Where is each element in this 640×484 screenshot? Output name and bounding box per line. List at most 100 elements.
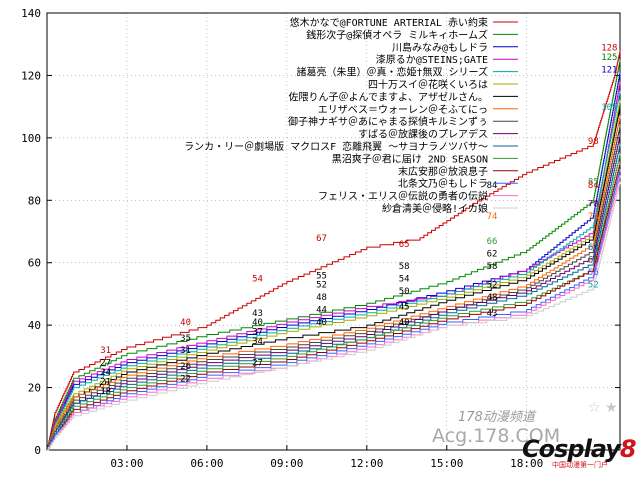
data-label: 35 <box>180 334 191 344</box>
x-tick-label: 18:00 <box>510 457 543 470</box>
series-line <box>47 153 621 451</box>
x-tick-label: 12:00 <box>350 457 383 470</box>
legend-label: ランカ・リー＠劇場版 マクロスF 恋離飛翼 ～サヨナラノツバサ～ <box>184 140 488 153</box>
data-label: 31 <box>100 346 111 356</box>
data-label: 54 <box>399 274 410 284</box>
series-line <box>47 125 621 451</box>
legend-label: フェリス・エリス＠伝説の勇者の伝説 <box>318 190 488 203</box>
data-label: 37 <box>252 328 263 338</box>
x-tick-label: 03:00 <box>110 457 143 470</box>
data-label: 21 <box>100 377 111 387</box>
y-tick-label: 100 <box>21 132 41 145</box>
data-label: 52 <box>487 281 498 291</box>
legend-label: 漆原るか@STEINS;GATE <box>376 53 488 66</box>
star-icon: ☆ ★ <box>588 400 618 416</box>
data-label: 40 <box>180 318 191 328</box>
data-label: 85 <box>588 178 599 188</box>
watermark-brand-text: Cosplay <box>522 435 621 463</box>
axes: 0 20 40 60 80 100 120 140 03:00 06:00 09:00 12:00 15… <box>21 7 621 470</box>
series-line <box>47 81 621 451</box>
series-line <box>47 50 621 451</box>
data-label: 109 <box>601 103 617 113</box>
x-tick-label: 09:00 <box>270 457 303 470</box>
legend-label: 佐隈りん子＠よんでますよ、アザゼルさん。 <box>289 91 489 103</box>
data-label: 128 <box>601 43 617 53</box>
data-label: 62 <box>487 249 498 259</box>
legend-label: 末広安那＠放浪息子 <box>398 165 488 178</box>
series-line <box>47 175 621 451</box>
legend-label: エリザベス＝ウォーレン＠そふてにっ <box>318 104 488 116</box>
data-label: 44 <box>316 306 327 316</box>
data-label: 40 <box>316 318 327 328</box>
data-label: 98 <box>588 137 599 147</box>
data-label: 125 <box>601 53 617 63</box>
data-label: 67 <box>316 234 327 244</box>
watermark-brand-number: 8 <box>619 435 637 463</box>
legend-label: 紗倉清美＠侵略!イカ娘 <box>382 202 488 215</box>
data-label: 50 <box>399 287 410 297</box>
data-label: 64 <box>588 243 599 253</box>
data-label: 48 <box>316 293 327 303</box>
x-tick-label: 06:00 <box>190 457 223 470</box>
data-label: 18 <box>100 387 111 397</box>
legend-label: 悠木かなで@FORTUNE ARTERIAL 赤い約束 <box>290 16 488 29</box>
legend-label: 銭形次子@探偵オペラ ミルキィホームズ <box>306 28 488 41</box>
watermark-text: 178动漫频道 <box>458 410 535 425</box>
data-label: 84 <box>588 181 599 191</box>
data-label: 74 <box>487 212 498 222</box>
data-label: 55 <box>316 271 327 281</box>
data-label: 48 <box>487 293 498 303</box>
series-line <box>47 181 621 451</box>
data-label: 66 <box>487 237 498 247</box>
data-label: 40 <box>252 318 263 328</box>
y-tick-label: 140 <box>21 7 41 20</box>
data-label: 43 <box>252 309 263 319</box>
legend-label: 四十万スイ＠花咲くいろは <box>368 78 488 91</box>
series-line <box>47 162 621 451</box>
watermark-url: Acg.178.COM <box>432 425 561 447</box>
series-line <box>47 100 621 451</box>
data-label: 60 <box>588 256 599 266</box>
data-label: 22 <box>180 374 191 384</box>
data-label: 34 <box>252 337 263 347</box>
legend-label: 御子神ナギサ＠あにゃまる探偵キルミンずぅ <box>288 115 488 128</box>
series-lines <box>47 50 621 451</box>
series-line <box>47 116 621 451</box>
data-label: 52 <box>588 281 599 291</box>
series-line <box>47 59 621 451</box>
data-label: 121 <box>601 65 617 75</box>
x-tick-label: 15:00 <box>430 457 463 470</box>
series-line <box>47 134 621 451</box>
y-tick-label: 60 <box>28 257 41 270</box>
data-label: 74 <box>588 212 599 222</box>
watermark-brand: Cosplay8 <box>522 435 637 463</box>
data-label: 52 <box>316 281 327 291</box>
data-label: 31 <box>180 346 191 356</box>
legend-label: すばる＠放課後のプレアデス <box>358 128 488 141</box>
legend-label: 黒沼爽子＠君に届け 2ND SEASON <box>332 152 488 165</box>
data-label: 43 <box>487 309 498 319</box>
data-label: 54 <box>252 274 263 284</box>
y-tick-label: 40 <box>28 319 41 332</box>
legend-label: 諸葛亮（朱里）＠真・恋姫†無双 シリーズ <box>296 66 488 79</box>
data-label: 56 <box>588 268 599 278</box>
data-label: 27 <box>252 359 263 369</box>
data-label: 26 <box>180 362 191 372</box>
data-label: 65 <box>399 240 410 250</box>
series-line <box>47 144 621 451</box>
watermark-subtitle: 中国动漫第一门户 <box>552 461 608 469</box>
data-label: 45 <box>399 303 410 313</box>
data-label: 58 <box>399 262 410 272</box>
data-labels: 1281251211099885847874646056528474666258… <box>100 43 617 396</box>
legend-label: 川島みなみ@もしドラ <box>392 41 488 54</box>
legend-label: 北条文乃＠もしドラ <box>398 177 488 190</box>
y-tick-label: 20 <box>28 382 41 395</box>
data-label: 78 <box>588 200 599 210</box>
series-line <box>47 91 621 451</box>
y-tick-label: 80 <box>28 194 41 207</box>
data-label: 24 <box>100 368 111 378</box>
data-label: 58 <box>487 262 498 272</box>
